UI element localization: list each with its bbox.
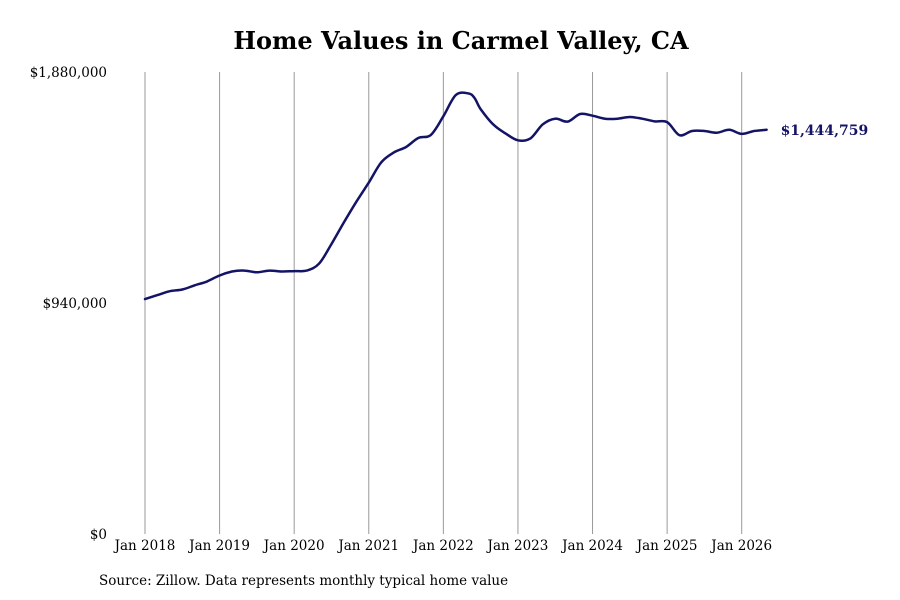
y-tick-label: $940,000 [43,296,107,312]
x-axis-tick-labels: Jan 2018 Jan 2019 Jan 2020 Jan 2021 Jan 2022… [113,538,773,554]
chart-title: Home Values in Carmel Valley, CA [233,26,689,55]
home-value-line [143,91,768,301]
y-tick-label: $0 [90,527,107,543]
y-axis-tick-labels: $0 $940,000 $1,880,000 [30,65,107,543]
x-tick-label: Jan 2022 [411,538,474,554]
grid-lines [144,72,743,534]
x-tick-label: Jan 2019 [187,538,250,554]
end-value-label: $1,444,759 [781,123,869,139]
x-tick-label: Jan 2018 [113,538,176,554]
end-label-layer: $1,444,759 [781,123,869,139]
x-tick-label: Jan 2026 [709,538,772,554]
series-layer [143,91,768,301]
x-tick-label: Jan 2021 [336,538,399,554]
y-tick-label: $1,880,000 [30,65,107,81]
x-tick-label: Jan 2025 [635,538,698,554]
source-note: Source: Zillow. Data represents monthly … [99,573,509,589]
x-tick-label: Jan 2023 [486,538,549,554]
x-tick-label: Jan 2024 [560,538,623,554]
x-tick-label: Jan 2020 [262,538,325,554]
